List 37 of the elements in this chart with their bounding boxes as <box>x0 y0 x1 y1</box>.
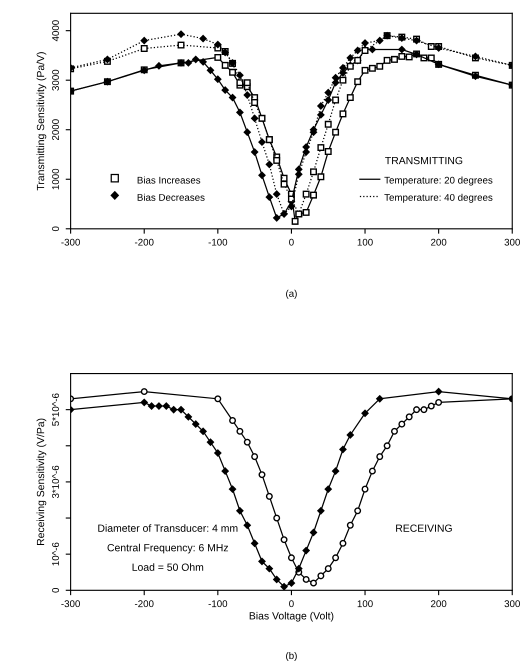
y-tick-label: 3*10^-6 <box>52 466 59 498</box>
x-tick-label: 300 <box>504 600 520 608</box>
x-tick-label: 100 <box>358 600 373 608</box>
text: (b) <box>286 652 297 662</box>
y-tick-label: 0 <box>52 226 59 232</box>
x-tick-label: 300 <box>504 238 520 246</box>
annotation: Temperature: 40 degrees <box>384 194 492 203</box>
x-tick-label: 200 <box>431 600 446 608</box>
x-tick-label: -300 <box>61 238 80 246</box>
x-tick-label: -200 <box>134 238 154 246</box>
annotation: Bias Decreases <box>138 194 205 201</box>
y-tick-label: 10^-6 <box>52 542 59 566</box>
x-tick-label: -200 <box>134 600 154 608</box>
y-tick-label: 0 <box>52 588 59 593</box>
x-tick-label: -100 <box>208 600 228 608</box>
annotation: Temperature: 20 degrees <box>384 176 492 186</box>
x-tick-label: -100 <box>208 238 228 246</box>
annotation: Diameter of Transducer: 4 mm <box>98 524 238 532</box>
y-axis-title: Receiving Sensitivity (V/Pa) <box>36 418 46 546</box>
x-tick-label: 200 <box>431 238 446 246</box>
y-tick-label: 4000 <box>52 20 59 42</box>
x-tick-label: 100 <box>358 238 373 246</box>
annotation: RECEIVING <box>396 524 452 532</box>
y-tick-label: 1000 <box>52 168 59 190</box>
x-tick-label: 0 <box>289 600 294 608</box>
annotation: TRANSMITTING <box>385 156 462 164</box>
y-axis-title: Transmitting Sensitivity (Pa/V) <box>36 52 46 190</box>
x-axis-title: Bias Voltage (Volt) <box>250 612 334 622</box>
annotation: Central Frequency: 6 MHz <box>108 544 228 554</box>
annotation: Load = 50 Ohm <box>132 563 204 571</box>
annotation: Bias Increases <box>138 176 200 184</box>
y-tick-label: 2000 <box>52 119 59 140</box>
x-tick-label: 0 <box>289 238 294 246</box>
y-tick-label: 5*10^-6 <box>52 393 59 426</box>
x-tick-label: -300 <box>61 600 80 608</box>
text: (a) <box>286 290 297 299</box>
y-tick-label: 3000 <box>52 70 59 91</box>
